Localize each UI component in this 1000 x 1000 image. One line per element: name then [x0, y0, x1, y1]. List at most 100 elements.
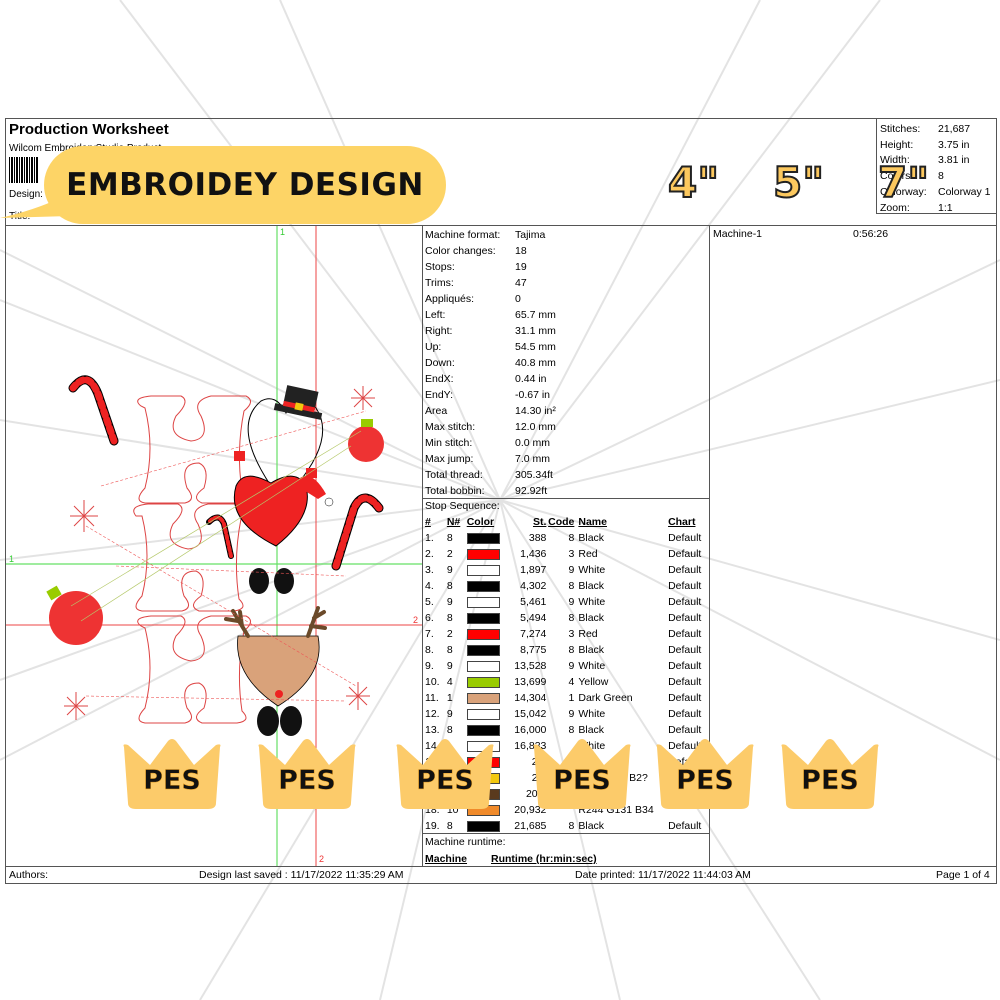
thread-name: Black [578, 532, 605, 544]
runtime-col-machine: Machine [425, 853, 468, 865]
pes-crown-badge: PES [255, 737, 359, 812]
row-number: 10. [425, 676, 440, 688]
stat-value: 0.44 in [515, 373, 547, 385]
thread-code: 8 [568, 612, 575, 624]
stat-row: Machine format: Tajima [425, 227, 707, 243]
stitch-count: 8,775 [520, 644, 547, 656]
table-row: 5. 9 5,461 9 White Default [425, 594, 708, 610]
needle-number: 10 [446, 804, 459, 816]
thread-chart: Default [668, 564, 702, 576]
needle-number: 8 [446, 532, 453, 544]
summary-value: 3.81 in [938, 154, 970, 167]
production-worksheet: Production Worksheet Wilcom EmbroiderySt… [5, 118, 997, 884]
needle-number: 8 [446, 820, 453, 832]
stitch-count: 20,932 [514, 804, 547, 816]
stat-row: Total thread: 305.34ft [425, 467, 707, 483]
thread-name: Black [578, 580, 605, 592]
thread-chart: Default [668, 820, 702, 832]
stat-value: 18 [515, 245, 527, 257]
thread-name: Black [578, 724, 605, 736]
thread-chart: Default [668, 548, 702, 560]
color-swatch-cell [466, 690, 507, 706]
stitch-count: 388 [528, 532, 547, 544]
runtime-header: Machine Runtime (hr:min:sec) [425, 853, 707, 865]
thread-name: Dark Green [578, 692, 633, 704]
color-swatch-cell [466, 546, 507, 562]
stat-value: 7.0 mm [515, 453, 551, 465]
color-swatch [466, 612, 500, 624]
size-4-inch: 4" [667, 157, 720, 208]
summary-value: 21,687 [938, 122, 971, 135]
pes-crown-badge: PES [120, 737, 224, 812]
crown-icon [533, 739, 631, 809]
row-number: 1. [425, 532, 434, 544]
color-swatch [466, 692, 500, 704]
summary-label: Width: [880, 154, 910, 167]
date-printed: Date printed: 11/17/2022 11:44:03 AM [575, 869, 751, 881]
summary-row: Colors: 8 [880, 168, 993, 184]
stat-value: 0.0 mm [515, 437, 551, 449]
stat-value: Tajima [515, 229, 546, 241]
stat-value: 14.30 in² [515, 405, 556, 417]
thread-code: 9 [568, 660, 575, 672]
stat-label: Left: [425, 309, 446, 321]
runtime-title: Machine runtime: [425, 836, 506, 848]
design-summary: Stitches: 21,687 Height: 3.75 in Width: 3.8… [876, 119, 996, 214]
stop-sequence-title: Stop Sequence: [425, 500, 500, 512]
thread-name: Yellow [578, 676, 609, 688]
summary-label: Height: [880, 138, 914, 151]
stat-value: 31.1 mm [515, 325, 556, 337]
needle-number: 1 [446, 692, 453, 704]
table-row: 2. 2 1,436 3 Red Default [425, 546, 708, 562]
crown-icon [656, 739, 754, 809]
crown-label: PES [278, 765, 336, 797]
table-row: 8. 8 8,775 8 Black Default [425, 642, 708, 658]
guide-label-h2: 2 [413, 615, 419, 625]
stitch-count: 13,528 [514, 660, 547, 672]
stat-row: Appliqués: 0 [425, 291, 707, 307]
stat-label: Right: [425, 325, 453, 337]
thread-code: 3 [568, 628, 575, 640]
pes-crown-badge: PES [653, 737, 757, 812]
authors-label: Authors: [9, 869, 49, 881]
stat-label: Area [425, 405, 448, 417]
thread-code: 9 [568, 596, 575, 608]
summary-row: Height: 3.75 in [880, 137, 993, 153]
last-saved: Design last saved : 11/17/2022 11:35:29 … [199, 869, 404, 881]
needle-number: 9 [446, 564, 453, 576]
size-5-inch: 5" [772, 157, 825, 208]
stat-value: 92.92ft [515, 485, 548, 497]
color-swatch [466, 676, 500, 688]
thread-chart: Default [668, 612, 702, 624]
stitch-count: 5,461 [520, 596, 547, 608]
machine-runtime-panel: Machine-1 0:56:26 [710, 226, 996, 866]
stat-row: Right: 31.1 mm [425, 323, 707, 339]
summary-label: Zoom: [880, 201, 910, 214]
table-row: 11. 1 14,304 1 Dark Green Default [425, 690, 708, 706]
size-7-inch: 7" [877, 157, 930, 208]
thread-name: Red [578, 548, 598, 560]
thread-chart: Default [668, 660, 702, 672]
row-number: 2. [425, 548, 434, 560]
col-header-code: Code [548, 516, 575, 528]
thread-name: Black [578, 820, 605, 832]
stat-label: Up: [425, 341, 442, 353]
thread-name: White [578, 708, 606, 720]
color-swatch [466, 564, 500, 576]
stat-label: Color changes: [425, 245, 496, 257]
stat-value: 47 [515, 277, 527, 289]
thread-name: Red [578, 628, 598, 640]
stat-row: Min stitch: 0.0 mm [425, 435, 707, 451]
color-swatch-cell [466, 594, 507, 610]
thread-name: Black [578, 644, 605, 656]
row-number: 7. [425, 628, 434, 640]
thread-name: Black [578, 612, 605, 624]
color-swatch [466, 628, 500, 640]
thread-chart: Default [668, 580, 702, 592]
table-row: 10. 4 13,699 4 Yellow Default [425, 674, 708, 690]
color-swatch [466, 580, 500, 592]
table-row: 7. 2 7,274 3 Red Default [425, 626, 708, 642]
thread-code: 8 [568, 724, 575, 736]
stat-value: 40.8 mm [515, 357, 556, 369]
stat-label: Stops: [425, 261, 455, 273]
